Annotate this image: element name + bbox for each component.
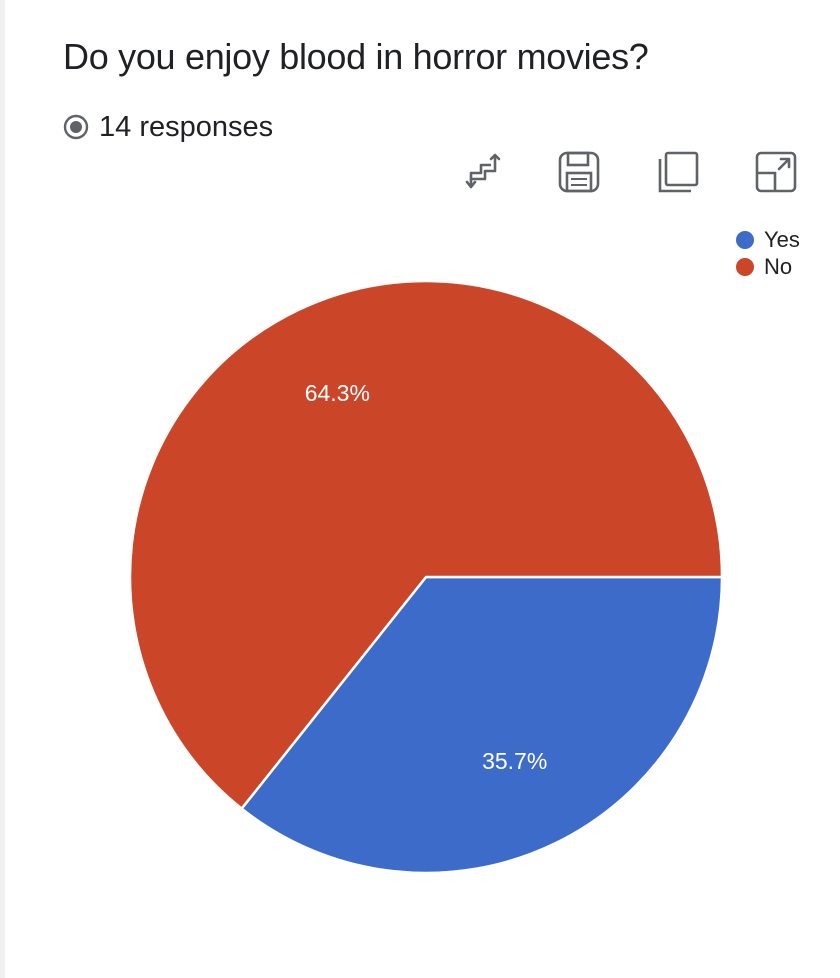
legend-swatch-yes xyxy=(736,230,754,249)
legend-item-no[interactable]: No xyxy=(736,253,800,280)
legend-swatch-no xyxy=(736,257,754,276)
swap-axes-icon[interactable] xyxy=(458,144,514,200)
save-icon[interactable] xyxy=(551,144,607,200)
open-in-new-icon[interactable] xyxy=(748,144,804,200)
chart-legend: Yes No xyxy=(736,226,800,280)
question-title: Do you enjoy blood in horror movies? xyxy=(63,36,649,77)
pie-slice-yes[interactable] xyxy=(240,575,724,875)
legend-label-no: No xyxy=(764,253,793,279)
pie-slice-no[interactable] xyxy=(128,279,724,810)
responses-count: 14 responses xyxy=(63,110,273,144)
radio-icon xyxy=(63,114,89,140)
responses-count-label: 14 responses xyxy=(99,110,274,143)
copy-icon[interactable] xyxy=(650,144,706,200)
slice-label-yes: 35.7% xyxy=(482,748,547,774)
slice-label-no: 64.3% xyxy=(305,380,370,406)
legend-item-yes[interactable]: Yes xyxy=(736,226,800,253)
legend-label-yes: Yes xyxy=(764,226,800,252)
